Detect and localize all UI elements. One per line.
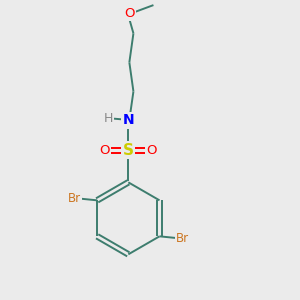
Text: O: O (100, 144, 110, 157)
Text: S: S (123, 143, 134, 158)
Text: H: H (103, 112, 113, 125)
Text: Br: Br (68, 192, 81, 205)
Text: O: O (146, 144, 157, 157)
Text: Br: Br (176, 232, 189, 244)
Text: N: N (122, 113, 134, 127)
Text: O: O (125, 7, 135, 20)
